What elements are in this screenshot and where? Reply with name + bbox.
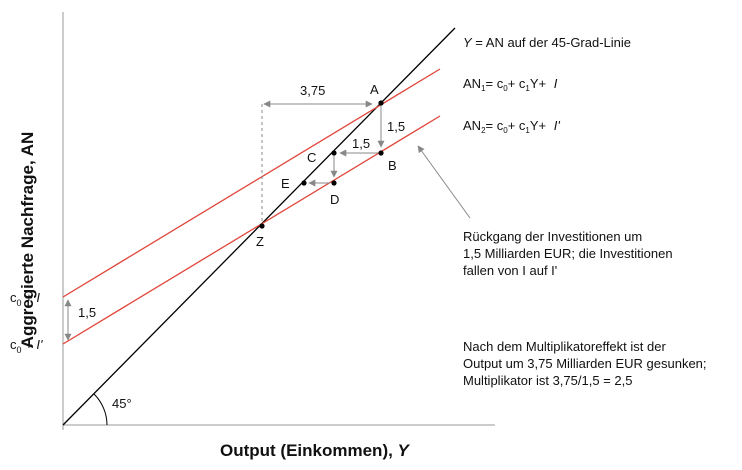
point-z	[259, 223, 265, 229]
y-axis-title: Aggregierte Nachfrage, AN	[18, 132, 37, 349]
point-d	[331, 180, 337, 186]
point-label-c: C	[307, 150, 316, 165]
line-45-degree	[62, 27, 456, 426]
legend-line45: Y = AN auf der 45-Grad-Linie	[463, 35, 631, 50]
point-label-e: E	[281, 176, 290, 191]
intercept-upper-label: c0 + I	[10, 290, 40, 308]
intercept-gap-label: 1,5	[78, 305, 96, 320]
angle-label: 45°	[112, 396, 132, 411]
note-investment-drop: Rückgang der Investitionen um 1,5 Millia…	[463, 229, 676, 278]
an2-line	[62, 115, 441, 345]
point-e	[301, 180, 307, 186]
point-label-d: D	[330, 192, 339, 207]
point-a	[378, 100, 384, 106]
angle-arc	[93, 393, 108, 426]
legend-an2: AN2= c0+ c1Y+ I'	[463, 118, 560, 135]
point-label-b: B	[388, 158, 397, 173]
vertical-drop-label: 1,5	[387, 119, 405, 134]
x-axis-title: Output (Einkommen), Y	[220, 441, 411, 460]
legend-an1: AN1= c0+ c1Y+ I	[463, 76, 558, 93]
horizontal-drop-label: 1,5	[352, 136, 370, 151]
an1-line	[62, 68, 441, 298]
point-c	[331, 150, 337, 156]
point-label-z: Z	[256, 234, 264, 249]
delta-output-label: 3,75	[300, 83, 325, 98]
point-b	[378, 150, 384, 156]
intercept-lower-label: c0 + I'	[10, 337, 43, 355]
point-label-a: A	[370, 82, 379, 97]
note-multiplier: Nach dem Multiplikatoreffekt ist der Out…	[463, 339, 710, 388]
note-pointer-arrow	[417, 145, 471, 219]
